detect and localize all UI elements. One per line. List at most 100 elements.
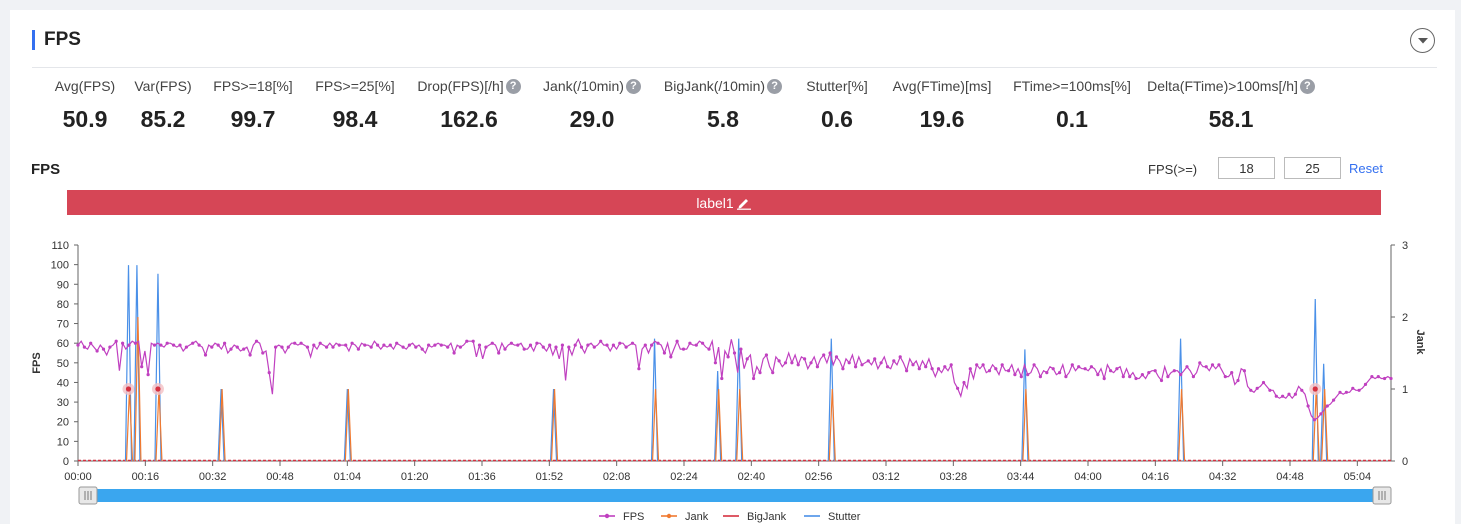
jank-series bbox=[125, 316, 1329, 462]
fps-point bbox=[178, 343, 182, 347]
fps-point bbox=[841, 367, 845, 371]
fps-point bbox=[223, 341, 227, 345]
fps-point bbox=[165, 341, 169, 345]
fps-point bbox=[637, 367, 641, 371]
fps-point bbox=[1204, 365, 1208, 369]
fps-point bbox=[822, 353, 826, 357]
fps-point bbox=[949, 363, 953, 367]
x-tick-label: 00:00 bbox=[64, 471, 92, 483]
help-icon[interactable]: ? bbox=[767, 78, 783, 94]
fps-point bbox=[956, 386, 960, 390]
fps-point bbox=[860, 363, 864, 367]
fps-point bbox=[325, 345, 329, 349]
fps-point bbox=[681, 347, 686, 351]
x-tick-label: 04:16 bbox=[1142, 471, 1170, 483]
chevron-down-icon bbox=[1417, 37, 1428, 43]
fps-point bbox=[280, 345, 284, 349]
fps-threshold-low-input[interactable] bbox=[1218, 157, 1275, 179]
label-bar[interactable]: label1 bbox=[67, 190, 1381, 215]
help-icon[interactable]: ? bbox=[1299, 78, 1315, 94]
fps-point bbox=[650, 343, 654, 347]
chart-title: FPS bbox=[31, 161, 61, 178]
fps-point bbox=[783, 361, 788, 365]
fps-point bbox=[1274, 394, 1278, 398]
fps-point bbox=[1293, 392, 1297, 396]
fps-point bbox=[133, 341, 137, 345]
help-icon[interactable]: ? bbox=[505, 78, 521, 94]
metric-3: FPS>=25[%] 98.4 bbox=[255, 78, 455, 133]
legend-swatch-dot bbox=[604, 513, 610, 519]
fps-point bbox=[758, 371, 762, 375]
fps-point bbox=[541, 345, 545, 349]
fps-point bbox=[1051, 367, 1055, 371]
fps-point bbox=[987, 369, 992, 373]
fps-point bbox=[1389, 376, 1393, 381]
metric-label: Avg(FPS) bbox=[54, 78, 116, 94]
x-tick-label: 01:20 bbox=[401, 471, 429, 483]
fps-point bbox=[465, 339, 469, 343]
reset-link[interactable]: Reset bbox=[1349, 161, 1383, 176]
fps-point bbox=[567, 345, 571, 349]
fps-point bbox=[1000, 363, 1004, 367]
fps-point bbox=[924, 365, 928, 369]
fps-series-line bbox=[77, 337, 1392, 421]
fps-point bbox=[554, 345, 558, 349]
fps-point bbox=[1109, 369, 1113, 373]
pencil-icon[interactable] bbox=[736, 196, 752, 210]
help-icon[interactable]: ? bbox=[625, 78, 641, 94]
metric-value: 99.7 bbox=[230, 106, 276, 132]
fps-point bbox=[1038, 375, 1042, 379]
y2-tick-label: 0 bbox=[1402, 456, 1408, 468]
fps-point bbox=[1140, 373, 1144, 377]
fps-point bbox=[414, 345, 418, 349]
fps-threshold-high-input[interactable] bbox=[1284, 157, 1341, 179]
metric-label: FPS>=18[%] bbox=[213, 78, 293, 94]
bigjank-point bbox=[125, 386, 132, 392]
fps-point bbox=[1058, 371, 1062, 375]
legend-label[interactable]: Stutter bbox=[828, 511, 861, 523]
fps-point bbox=[286, 345, 290, 349]
y-tick-label: 110 bbox=[51, 240, 69, 252]
fps-point bbox=[796, 363, 800, 367]
metric-value: 29.0 bbox=[569, 106, 615, 132]
fps-point bbox=[764, 353, 769, 357]
fps-point bbox=[873, 357, 877, 361]
fps-point bbox=[1172, 369, 1176, 373]
fps-panel: FPS bbox=[10, 10, 1455, 524]
fps-point bbox=[363, 343, 367, 347]
fps-point bbox=[254, 339, 259, 343]
y-tick-label: 60 bbox=[57, 338, 69, 350]
x-tick-label: 01:52 bbox=[536, 471, 564, 483]
fps-point bbox=[611, 343, 616, 347]
fps-point bbox=[605, 343, 609, 347]
fps-point bbox=[471, 339, 475, 343]
fps-point bbox=[1198, 361, 1202, 365]
y-tick-label: 90 bbox=[57, 279, 69, 291]
fps-point bbox=[1045, 371, 1049, 375]
fps-point bbox=[356, 347, 360, 351]
metric-label: BigJank(/10min) bbox=[663, 78, 766, 94]
fps-point bbox=[1013, 373, 1017, 377]
x-tick-label: 03:28 bbox=[940, 471, 968, 483]
stutter-series bbox=[124, 265, 1328, 462]
legend-label[interactable]: FPS bbox=[623, 511, 644, 523]
metric-value: 5.8 bbox=[707, 106, 739, 132]
y-tick-label: 10 bbox=[57, 436, 69, 448]
legend-label[interactable]: Jank bbox=[685, 511, 709, 523]
fps-point bbox=[1007, 369, 1011, 373]
fps-point bbox=[528, 343, 533, 347]
y-tick-label: 40 bbox=[57, 377, 69, 389]
y-tick-label: 20 bbox=[57, 417, 69, 429]
fps-point bbox=[1115, 367, 1119, 371]
fps-point bbox=[1357, 388, 1361, 392]
fps-point bbox=[1070, 363, 1074, 367]
fps-point bbox=[1191, 375, 1195, 379]
x-tick-label: 03:44 bbox=[1007, 471, 1035, 483]
fps-point bbox=[395, 341, 399, 345]
metric-9: FTime>=100ms[%] 0.1 bbox=[972, 78, 1172, 133]
legend-label[interactable]: BigJank bbox=[747, 511, 787, 523]
fps-point bbox=[630, 341, 635, 345]
collapse-button[interactable] bbox=[1410, 28, 1435, 53]
fps-point bbox=[713, 361, 718, 365]
y-tick-label: 30 bbox=[57, 397, 69, 409]
